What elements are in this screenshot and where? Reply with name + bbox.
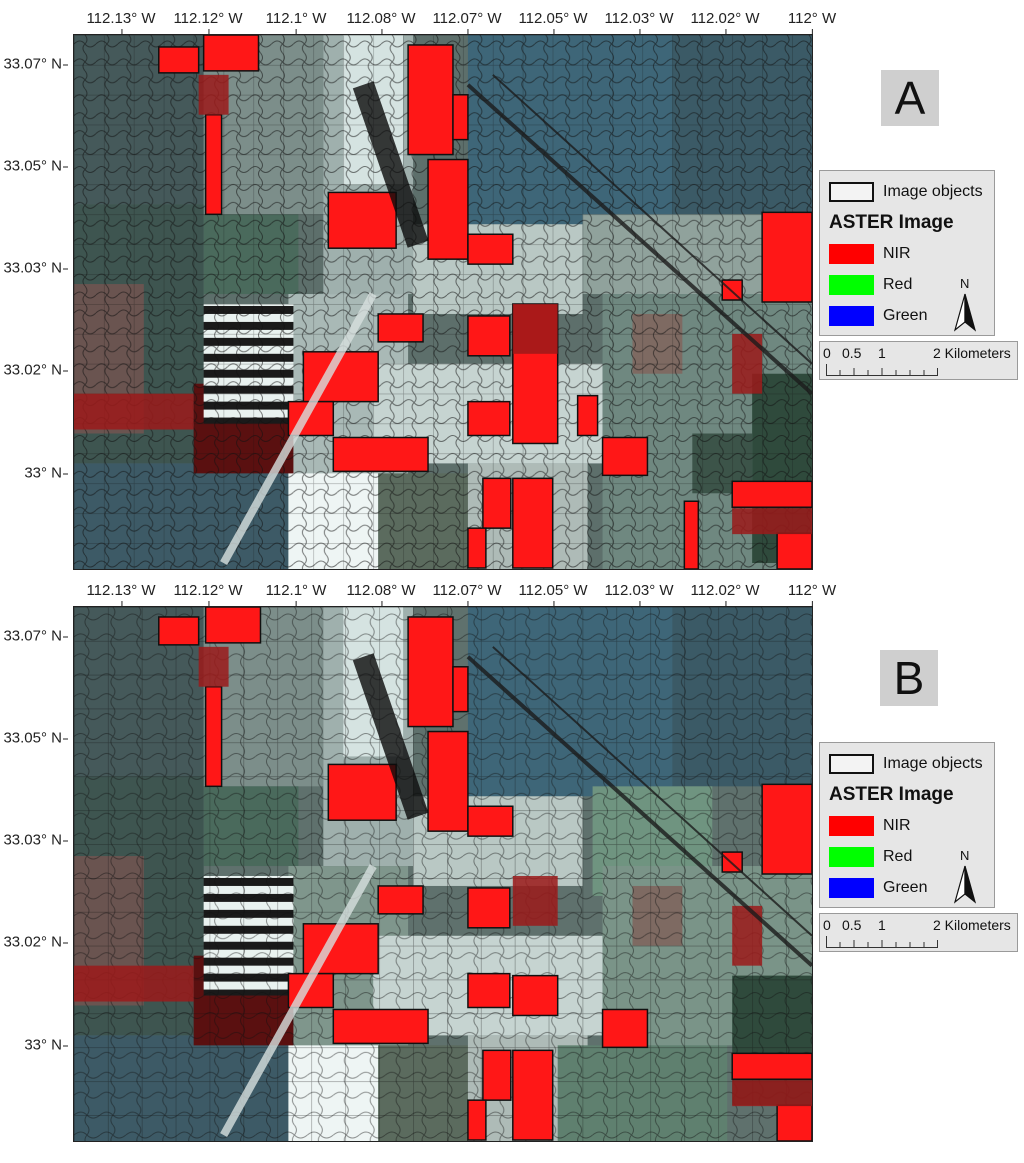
lon-tick: 112.07° W [432,582,502,607]
legend-item-nir: NIR [829,242,911,266]
panel-letter: A [881,70,939,126]
legend-title: ASTER Image [829,784,954,805]
legend-label: NIR [883,817,911,834]
legend-item-image-objects: Image objects [829,180,983,204]
lat-tick: 33.05° N [3,730,68,747]
north-arrow: N [952,276,978,332]
legend-label: Image objects [883,183,983,200]
scale-label: 0 [823,345,831,361]
legend-label: Green [883,879,928,896]
legend-item-nir: NIR [829,814,911,838]
lon-tick: 112° W [787,582,837,607]
scale-label: 2 Kilometers [933,917,1011,933]
satellite-map-b [73,606,813,1142]
scale-ruler-icon [826,936,938,948]
legend-title: ASTER Image [829,212,954,233]
lon-tick: 112.1° W [265,10,327,35]
lat-tick: 33° N [24,1037,68,1054]
nir-swatch [829,816,874,836]
red-band-swatch [829,275,874,295]
lon-tick: 112.07° W [432,10,502,35]
satellite-map-a-image [74,35,812,569]
lon-tick: 112.03° W [604,582,674,607]
lon-tick: 112.13° W [86,582,156,607]
lon-tick: 112.02° W [690,582,760,607]
lat-tick: 33° N [24,465,68,482]
lon-tick: 112.12° W [173,10,243,35]
image-objects-swatch [829,754,874,774]
legend-item-red: Red [829,845,912,869]
green-band-swatch [829,878,874,898]
lon-tick: 112.1° W [265,582,327,607]
scale-label: 0.5 [842,917,862,933]
lat-tick: 33.05° N [3,158,68,175]
satellite-map-b-image [74,607,812,1141]
north-letter: N [960,848,970,863]
image-objects-swatch [829,182,874,202]
legend-label: NIR [883,245,911,262]
legend-item-green: Green [829,876,927,900]
legend-label: Red [883,276,913,293]
legend-label: Image objects [883,755,983,772]
panel-b: 112.13° W 112.12° W 112.1° W 112.08° W 1… [0,572,1024,1144]
lon-tick: 112.08° W [346,10,416,35]
satellite-map-a [73,34,813,570]
scale-bar: 0 0.5 1 2 Kilometers [819,341,1018,380]
legend-item-red: Red [829,273,912,297]
lat-tick: 33.03° N [3,260,68,277]
panel-a: 112.13° W 112.12° W 112.1° W 112.08° W 1… [0,0,1024,572]
legend-item-green: Green [829,304,927,328]
map-legend: Image objects ASTER Image NIR Red Green … [819,742,995,908]
lon-tick: 112.05° W [518,10,588,35]
lon-tick: 112.02° W [690,10,760,35]
nir-swatch [829,244,874,264]
lon-tick: 112.08° W [346,582,416,607]
legend-label: Red [883,848,913,865]
lat-tick: 33.07° N [3,56,68,73]
scale-label: 1 [878,917,886,933]
legend-item-image-objects: Image objects [829,752,983,776]
lat-tick: 33.07° N [3,628,68,645]
lat-tick: 33.02° N [3,934,68,951]
lon-tick: 112.03° W [604,10,674,35]
legend-label: Green [883,307,928,324]
north-arrow-icon [953,865,977,904]
scale-label: 0.5 [842,345,862,361]
north-letter: N [960,276,970,291]
lon-tick: 112.12° W [173,582,243,607]
lon-tick: 112.13° W [86,10,156,35]
scale-label: 2 Kilometers [933,345,1011,361]
panel-letter: B [880,650,938,706]
lon-tick: 112° W [787,10,837,35]
lat-tick: 33.03° N [3,832,68,849]
scale-label: 0 [823,917,831,933]
north-arrow: N [952,848,978,904]
red-band-swatch [829,847,874,867]
scale-label: 1 [878,345,886,361]
north-arrow-icon [953,293,977,332]
scale-ruler-icon [826,364,938,376]
lat-tick: 33.02° N [3,362,68,379]
lon-tick: 112.05° W [518,582,588,607]
map-legend: Image objects ASTER Image NIR Red Green … [819,170,995,336]
scale-bar: 0 0.5 1 2 Kilometers [819,913,1018,952]
green-band-swatch [829,306,874,326]
